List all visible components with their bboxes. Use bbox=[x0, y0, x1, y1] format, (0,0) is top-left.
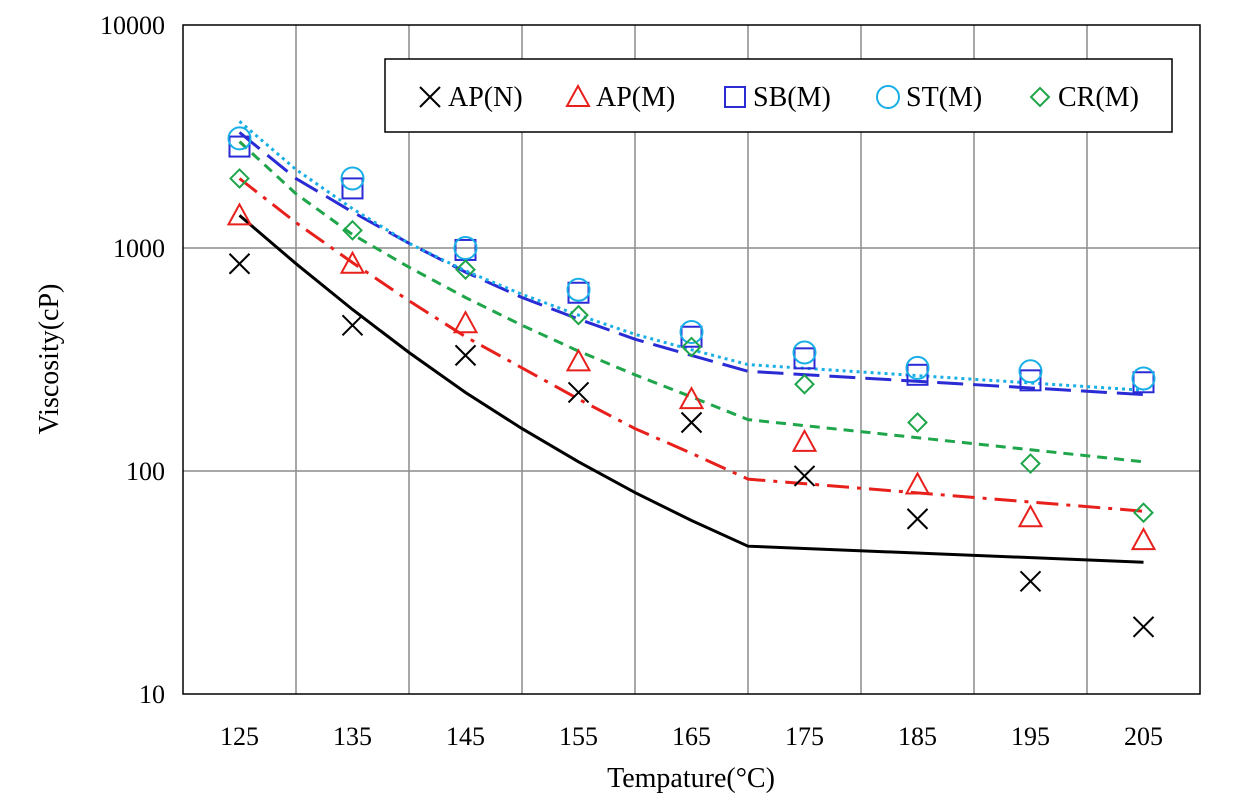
data-point bbox=[906, 363, 929, 386]
x-tick-label: 165 bbox=[672, 722, 711, 751]
data-point bbox=[1019, 369, 1042, 392]
series-stm bbox=[227, 126, 1156, 391]
data-points bbox=[226, 126, 1157, 638]
data-point bbox=[1130, 527, 1157, 551]
data-point bbox=[565, 348, 592, 372]
data-point bbox=[904, 471, 931, 495]
data-point bbox=[681, 336, 702, 358]
legend-entry: AP(M) bbox=[565, 82, 675, 113]
data-point bbox=[1017, 504, 1044, 528]
legend-marker bbox=[724, 86, 746, 108]
legend-label: AP(N) bbox=[448, 82, 523, 113]
data-point bbox=[1133, 502, 1154, 524]
fit-line-stm bbox=[238, 120, 1144, 392]
legend: AP(N) AP(M) SB(M) ST(M) CR(M) bbox=[384, 58, 1173, 133]
fit-line-crm bbox=[238, 140, 1144, 464]
data-point bbox=[906, 508, 929, 530]
data-point bbox=[228, 135, 251, 158]
legend-label: AP(M) bbox=[596, 82, 675, 113]
legend-items: AP(N) AP(M) SB(M) ST(M) CR(M) bbox=[419, 82, 1139, 113]
data-point bbox=[454, 344, 477, 367]
data-point bbox=[342, 219, 363, 241]
data-point bbox=[792, 340, 817, 365]
x-tick-label: 135 bbox=[333, 722, 372, 751]
x-tick-label: 155 bbox=[559, 722, 598, 751]
legend-marker bbox=[1029, 86, 1051, 108]
data-point bbox=[341, 314, 364, 337]
legend-entry: CR(M) bbox=[1029, 82, 1139, 113]
data-point bbox=[339, 250, 366, 274]
y-axis-title: Viscosity(cP) bbox=[34, 284, 65, 435]
y-tick-label: 100 bbox=[126, 457, 165, 486]
legend-label: CR(M) bbox=[1058, 82, 1139, 113]
data-point bbox=[679, 320, 704, 345]
x-axis-title: Tempature(°C) bbox=[607, 763, 775, 794]
y-tick-label: 10000 bbox=[100, 11, 165, 40]
data-point bbox=[453, 236, 478, 260]
legend-label: SB(M) bbox=[753, 82, 831, 113]
x-tick-label: 145 bbox=[446, 722, 485, 751]
x-tick-label: 185 bbox=[898, 722, 937, 751]
gridlines bbox=[183, 25, 1200, 694]
data-point bbox=[452, 310, 479, 334]
data-point bbox=[1020, 453, 1041, 474]
data-point bbox=[791, 428, 818, 452]
data-point bbox=[228, 253, 251, 275]
x-tick-label: 195 bbox=[1011, 722, 1050, 751]
data-point bbox=[226, 202, 253, 226]
data-point bbox=[340, 166, 365, 191]
legend-label: ST(M) bbox=[906, 82, 982, 113]
data-point bbox=[907, 412, 928, 433]
y-tick-labels: 10 100 1000 10000 bbox=[100, 11, 165, 709]
series-apm bbox=[226, 202, 1157, 551]
data-point bbox=[793, 465, 816, 487]
series-apn bbox=[228, 253, 1155, 638]
data-point bbox=[1019, 570, 1042, 593]
data-point bbox=[341, 177, 364, 200]
fit-line-sbm bbox=[238, 131, 1144, 397]
data-point bbox=[1018, 359, 1043, 384]
data-point bbox=[1131, 366, 1156, 391]
legend-entry: AP(N) bbox=[419, 82, 523, 113]
x-tick-label: 205 bbox=[1124, 722, 1163, 751]
data-point bbox=[680, 411, 703, 434]
data-point bbox=[794, 373, 815, 395]
legend-entry: SB(M) bbox=[724, 82, 831, 113]
y-tick-label: 10 bbox=[139, 680, 165, 709]
x-tick-label: 175 bbox=[785, 722, 824, 751]
fit-lines bbox=[238, 120, 1144, 564]
y-tick-label: 1000 bbox=[113, 234, 165, 263]
data-point bbox=[1132, 616, 1155, 638]
data-point bbox=[229, 168, 250, 189]
data-point bbox=[455, 259, 476, 281]
data-point bbox=[568, 304, 589, 326]
data-point bbox=[678, 386, 705, 410]
x-tick-label: 125 bbox=[220, 722, 259, 751]
fit-line-apn bbox=[238, 214, 1144, 564]
data-point bbox=[567, 381, 590, 404]
data-point bbox=[227, 126, 252, 151]
data-point bbox=[566, 277, 591, 302]
legend-marker bbox=[419, 86, 441, 108]
x-tick-labels: 125 135 145 155 165 175 185 195 205 bbox=[220, 722, 1163, 751]
legend-entry: ST(M) bbox=[876, 82, 982, 113]
plot-area-border bbox=[182, 24, 1201, 695]
legend-marker bbox=[876, 85, 900, 109]
data-point bbox=[905, 355, 930, 380]
legend-marker bbox=[565, 83, 591, 107]
legend-box bbox=[384, 58, 1173, 133]
series-crm bbox=[229, 168, 1154, 524]
fit-line-apm bbox=[238, 177, 1144, 513]
